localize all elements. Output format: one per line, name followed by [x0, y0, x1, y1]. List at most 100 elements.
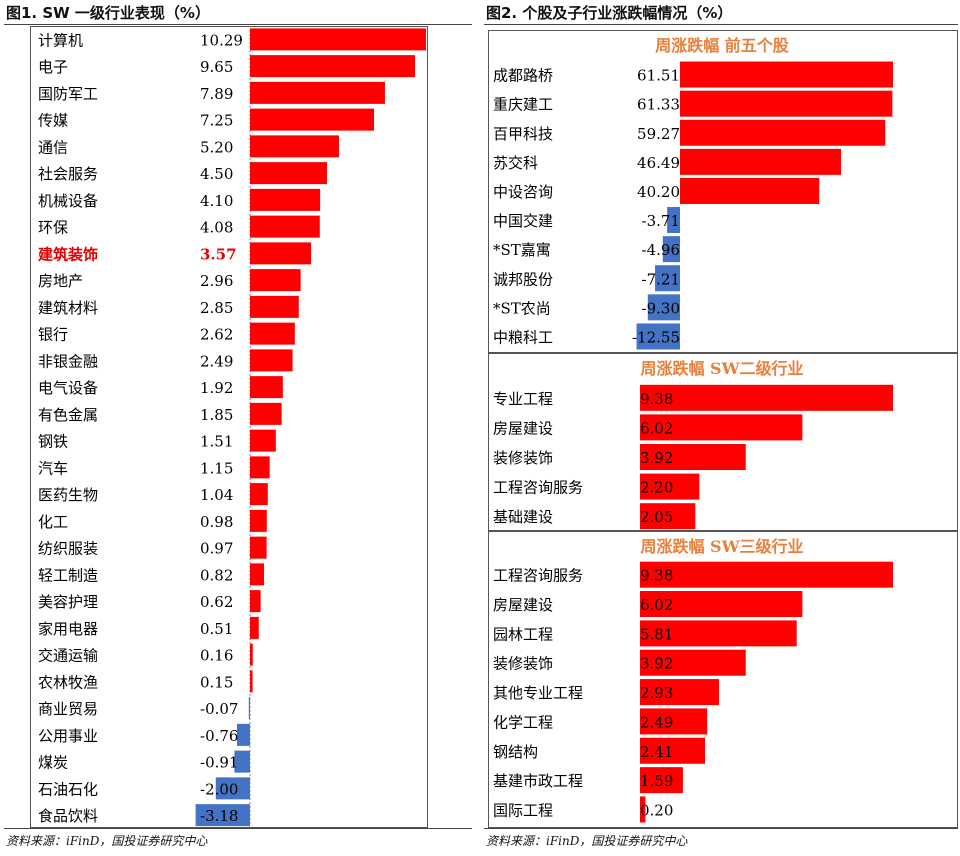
stocks-category-8: 诚邦股份: [493, 270, 553, 288]
sw3-value-8: 1.59: [640, 772, 673, 790]
category-label-19: 化工: [38, 513, 68, 531]
stocks-category-2: 重庆建工: [493, 96, 553, 114]
value-label-29: -2.00: [200, 780, 238, 798]
value-label-12: 2.62: [200, 326, 233, 344]
value-label-22: 0.62: [200, 593, 233, 611]
bar-17: [250, 456, 270, 479]
value-label-13: 2.49: [200, 352, 233, 370]
value-label-26: -0.07: [200, 700, 238, 718]
category-label-28: 煤炭: [38, 754, 68, 772]
category-label-25: 农林牧渔: [38, 673, 98, 691]
bar-4: [250, 108, 375, 131]
sw3-category-9: 国际工程: [493, 801, 553, 819]
figure-1-bottom-rule: [4, 828, 472, 829]
value-label-28: -0.91: [200, 754, 238, 772]
sw2-bar-5: [640, 503, 696, 530]
sw2-bar-1: [640, 384, 893, 411]
stocks-value-9: -9.30: [642, 299, 680, 317]
bar-20: [250, 536, 267, 559]
bar-12: [250, 322, 295, 345]
bar-10: [250, 269, 301, 292]
figure-2-title-rule: [484, 24, 958, 25]
bar-8: [250, 215, 320, 238]
stocks-category-3: 百甲科技: [493, 125, 553, 143]
sw3-bar-1: [640, 561, 893, 588]
sw2-bar-2: [640, 414, 803, 441]
sw3-bar-5: [640, 679, 720, 706]
value-label-4: 7.25: [200, 112, 233, 130]
stocks-value-7: -4.96: [642, 241, 680, 259]
stocks-bar-3: [680, 119, 886, 146]
value-label-27: -0.76: [200, 727, 238, 745]
bar-11: [250, 295, 299, 318]
category-label-30: 食品饮料: [38, 807, 98, 825]
figure-1-title-rule: [4, 24, 472, 25]
bar-18: [250, 483, 268, 506]
sw2-category-5: 基础建设: [493, 508, 553, 526]
sw3-bar-9: [640, 796, 646, 823]
sw3-category-3: 园林工程: [493, 625, 553, 643]
category-label-18: 医药生物: [38, 486, 98, 504]
sw2-category-2: 房屋建设: [493, 419, 553, 437]
category-label-16: 钢铁: [38, 433, 68, 451]
stocks-value-10: -12.55: [632, 328, 680, 346]
category-label-7: 机械设备: [38, 192, 98, 210]
value-label-23: 0.51: [200, 620, 233, 638]
category-label-22: 美容护理: [38, 593, 98, 611]
sw3-category-7: 钢结构: [493, 743, 538, 761]
category-label-11: 建筑材料: [38, 299, 98, 317]
category-label-1: 计算机: [38, 31, 83, 49]
sw2-title: 周涨跌幅 SW二级行业: [640, 359, 803, 378]
stocks-value-5: 40.20: [637, 183, 680, 201]
bar-23: [250, 616, 259, 639]
value-label-21: 0.82: [200, 566, 233, 584]
stocks-bar-9: [647, 294, 680, 321]
sw3-value-2: 6.02: [640, 596, 673, 614]
figure-2-bottom-rule: [484, 828, 958, 829]
sw2-category-4: 工程咨询服务: [493, 479, 583, 497]
sw3-value-6: 2.49: [640, 713, 673, 731]
value-label-3: 7.89: [200, 85, 233, 103]
stocks-category-6: 中国交建: [493, 212, 553, 230]
stocks-bar-8: [655, 265, 680, 292]
bar-13: [250, 349, 293, 372]
stocks-bar-4: [680, 148, 841, 175]
category-label-13: 非银金融: [38, 352, 98, 370]
value-label-5: 5.20: [200, 138, 233, 156]
sw-industry-chart-panel: [30, 26, 428, 828]
value-label-16: 1.51: [200, 433, 233, 451]
category-label-8: 环保: [38, 219, 68, 237]
bar-1: [250, 28, 426, 51]
bar-7: [250, 188, 321, 211]
top-stocks-panel: [488, 30, 958, 353]
sw2-category-1: 专业工程: [493, 390, 553, 408]
sw3-category-2: 房屋建设: [493, 596, 553, 614]
bar-26: [248, 697, 250, 720]
stocks-bar-10: [636, 323, 680, 350]
sw2-panel: [488, 353, 958, 531]
figure-1-title: 图1. SW 一级行业表现（%）: [6, 4, 210, 22]
category-label-14: 电气设备: [38, 379, 98, 397]
sw3-value-5: 2.93: [640, 684, 673, 702]
source-note-left: 资料来源：iFinD，国投证券研究中心: [6, 834, 208, 848]
stocks-value-6: -3.71: [642, 212, 680, 230]
category-label-24: 交通运输: [38, 647, 98, 665]
bar-29: [215, 777, 250, 800]
sw3-title: 周涨跌幅 SW三级行业: [640, 537, 803, 556]
sw2-value-2: 6.02: [640, 419, 673, 437]
value-label-9: 3.57: [200, 245, 237, 263]
value-label-2: 9.65: [200, 58, 233, 76]
value-label-6: 4.50: [200, 165, 233, 183]
bar-28: [234, 750, 250, 773]
stocks-category-10: 中粮科工: [493, 328, 553, 346]
sw2-value-3: 3.92: [640, 449, 673, 467]
category-label-4: 传媒: [38, 112, 68, 130]
category-label-15: 有色金属: [38, 406, 98, 424]
value-label-30: -3.18: [200, 807, 238, 825]
value-label-1: 10.29: [200, 31, 243, 49]
bar-24: [250, 643, 253, 666]
sw2-bar-3: [640, 444, 746, 470]
value-label-19: 0.98: [200, 513, 233, 531]
